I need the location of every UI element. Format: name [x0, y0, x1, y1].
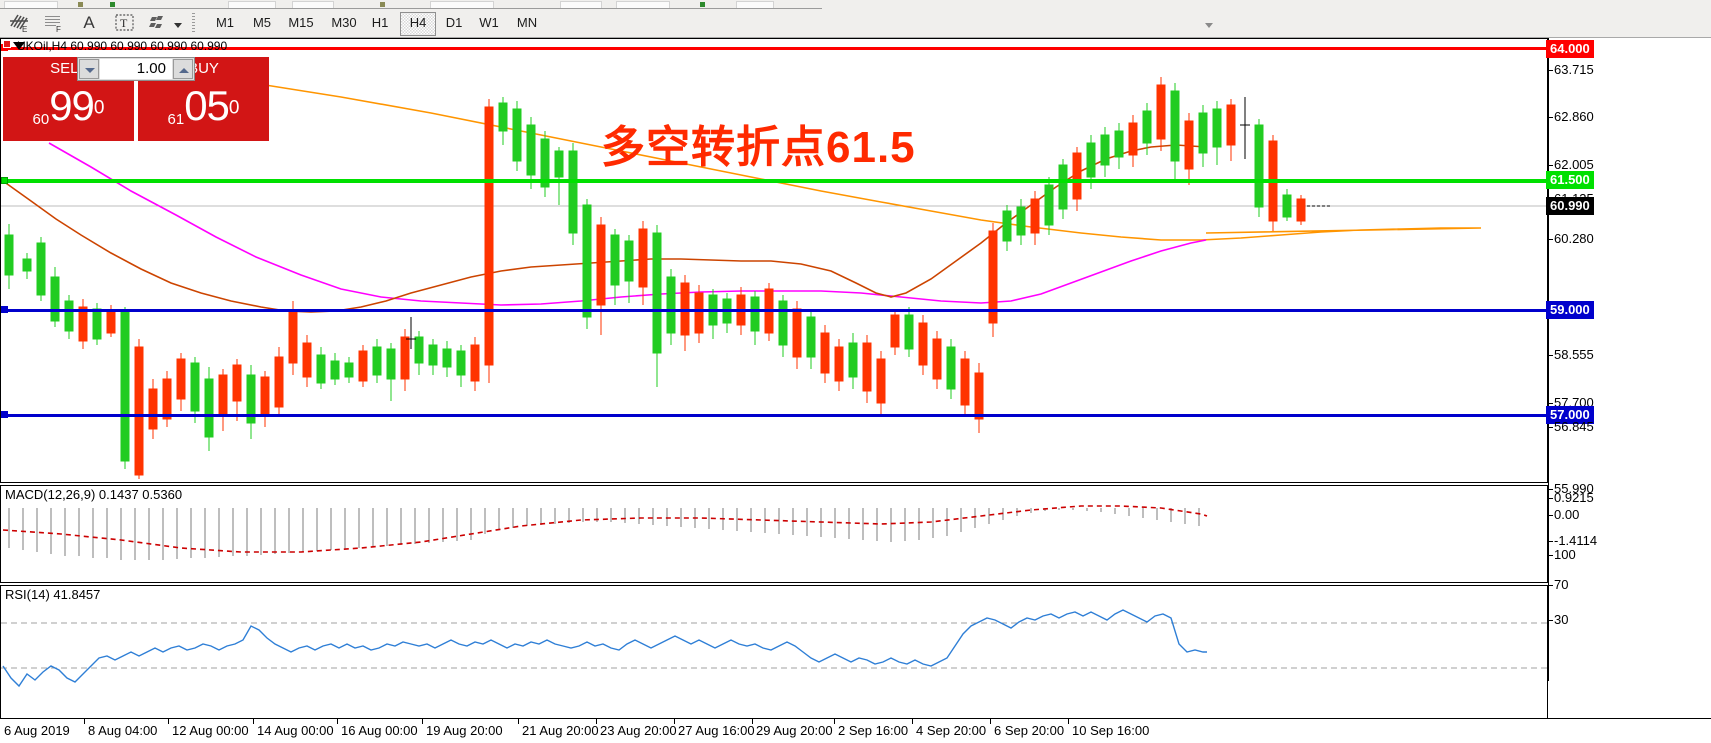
- time-label: 23 Aug 20:00: [600, 723, 677, 738]
- buy-price-prefix: 61: [167, 111, 185, 128]
- rsi-tick: 70: [1548, 577, 1569, 592]
- volume-input[interactable]: 1.00: [100, 59, 172, 79]
- text-label-icon[interactable]: T: [110, 12, 140, 34]
- svg-text:F: F: [56, 25, 61, 33]
- macd-tick: -1.4114: [1548, 533, 1598, 548]
- rsi-plot: [1, 609, 1547, 688]
- macd-tick: 0.9215: [1549, 490, 1594, 505]
- buy-price-main: 05: [184, 82, 230, 129]
- volume-stepper[interactable]: 1.00: [77, 57, 195, 81]
- time-label: 4 Sep 20:00: [916, 723, 987, 738]
- rsi-tick: 30: [1548, 612, 1569, 627]
- time-label: 29 Aug 20:00: [756, 723, 833, 738]
- sell-price-fraction: 0: [93, 97, 105, 119]
- level-line-59[interactable]: [1, 309, 1547, 312]
- timeframe-h4[interactable]: H4: [400, 12, 436, 36]
- sell-price: 60990: [3, 82, 134, 129]
- chart-title: UKOil,H4 60.990 60.990 60.990 60.990: [17, 39, 228, 53]
- price-label-61-5: 61.500: [1546, 171, 1594, 189]
- time-label: 6 Sep 20:00: [994, 723, 1065, 738]
- time-label: 21 Aug 20:00: [522, 723, 599, 738]
- time-label: 6 Aug 2019: [4, 723, 70, 738]
- timeframe-h1[interactable]: H1: [371, 15, 389, 30]
- time-label: 10 Sep 16:00: [1072, 723, 1150, 738]
- rsi-label: RSI(14) 41.8457: [5, 587, 101, 602]
- buy-price: 61050: [138, 82, 269, 129]
- templates-dropdown-icon[interactable]: [174, 23, 182, 28]
- strip-dot: [78, 2, 83, 7]
- sell-price-main: 99: [49, 82, 95, 129]
- buy-price-fraction: 0: [228, 97, 240, 119]
- indicators-icon[interactable]: E: [6, 12, 36, 34]
- timeframe-m1[interactable]: M1: [215, 15, 235, 30]
- timeframe-mn[interactable]: MN: [516, 15, 538, 30]
- time-axis[interactable]: 6 Aug 2019 8 Aug 04:00 12 Aug 00:00 14 A…: [0, 718, 1711, 743]
- price-tick: 62.005: [1549, 157, 1594, 172]
- strip-dot: [110, 2, 115, 7]
- macd-label: MACD(12,26,9) 0.1437 0.5360: [5, 487, 183, 502]
- level-line-57[interactable]: [1, 414, 1547, 417]
- macd-pane: MACD(12,26,9) 0.1437 0.5360: [0, 485, 1548, 583]
- chart-annotation[interactable]: 多空转折点61.5: [601, 123, 916, 172]
- timeframe-w1[interactable]: W1: [479, 15, 499, 30]
- candlestick-plot: [1, 77, 1547, 479]
- time-label: 16 Aug 00:00: [341, 723, 418, 738]
- buy-button[interactable]: 61050: [138, 57, 269, 141]
- time-label: 12 Aug 00:00: [172, 723, 249, 738]
- time-label: 8 Aug 04:00: [88, 723, 158, 738]
- svg-text:T: T: [120, 16, 128, 30]
- templates-icon[interactable]: [144, 12, 174, 34]
- price-label-57: 57.000: [1546, 406, 1594, 424]
- chart-area: UKOil,H4 60.990 60.990 60.990 60.990 多空转…: [0, 38, 1711, 743]
- text-tool-icon[interactable]: A: [83, 13, 95, 32]
- price-tick: 63.715: [1549, 62, 1594, 77]
- object-marker-icon[interactable]: [3, 40, 11, 48]
- time-label: 14 Aug 00:00: [257, 723, 334, 738]
- time-label: 19 Aug 20:00: [426, 723, 503, 738]
- timeframe-m15[interactable]: M15: [288, 15, 314, 30]
- level-handle-59[interactable]: [1, 306, 8, 313]
- timeframe-m30[interactable]: M30: [331, 15, 357, 30]
- level-handle-61-5[interactable]: [1, 177, 8, 184]
- time-label: 2 Sep 16:00: [838, 723, 909, 738]
- level-handle-57[interactable]: [1, 411, 8, 418]
- price-tick: 55.990: [1549, 481, 1594, 496]
- time-label: 27 Aug 16:00: [678, 723, 755, 738]
- price-label-64: 64.000: [1546, 40, 1594, 58]
- chart-menu-caret-icon[interactable]: [1205, 23, 1213, 28]
- price-label-59: 59.000: [1546, 301, 1594, 319]
- timeframe-m5[interactable]: M5: [252, 15, 272, 30]
- price-tick: 58.555: [1549, 347, 1594, 362]
- sell-price-prefix: 60: [32, 111, 50, 128]
- volume-increment-button[interactable]: [173, 59, 193, 79]
- price-tick: 60.280: [1549, 231, 1594, 246]
- rsi-pane: RSI(14) 41.8457: [0, 585, 1548, 719]
- timeframe-d1[interactable]: D1: [445, 15, 463, 30]
- level-line-61-5[interactable]: [1, 179, 1547, 183]
- macd-plot: [2, 505, 1208, 560]
- strip-dot: [700, 2, 705, 7]
- toolbar-separator: [192, 13, 195, 33]
- level-line-64[interactable]: [1, 47, 1547, 50]
- rsi-tick: 100: [1549, 547, 1576, 562]
- macd-tick: 0.00: [1548, 507, 1580, 522]
- one-click-trading-panel: 60990 61050 SELL BUY 1.00: [3, 57, 269, 141]
- strip-dot: [380, 2, 385, 7]
- svg-text:E: E: [22, 25, 27, 33]
- current-price-label: 60.990: [1546, 197, 1594, 215]
- price-tick: 62.860: [1549, 109, 1594, 124]
- price-tick: 56.845: [1549, 419, 1594, 434]
- chart-toolbar: E F A T: [0, 9, 1711, 38]
- arrow-marker-icon[interactable]: [13, 42, 25, 50]
- grid-icon[interactable]: F: [40, 12, 70, 34]
- buy-label: BUY: [188, 60, 219, 77]
- price-pane: UKOil,H4 60.990 60.990 60.990 60.990 多空转…: [0, 38, 1548, 483]
- price-axis[interactable]: 64.000 63.715 62.860 62.005 61.500 61.13…: [1546, 38, 1711, 705]
- volume-decrement-button[interactable]: [79, 59, 99, 79]
